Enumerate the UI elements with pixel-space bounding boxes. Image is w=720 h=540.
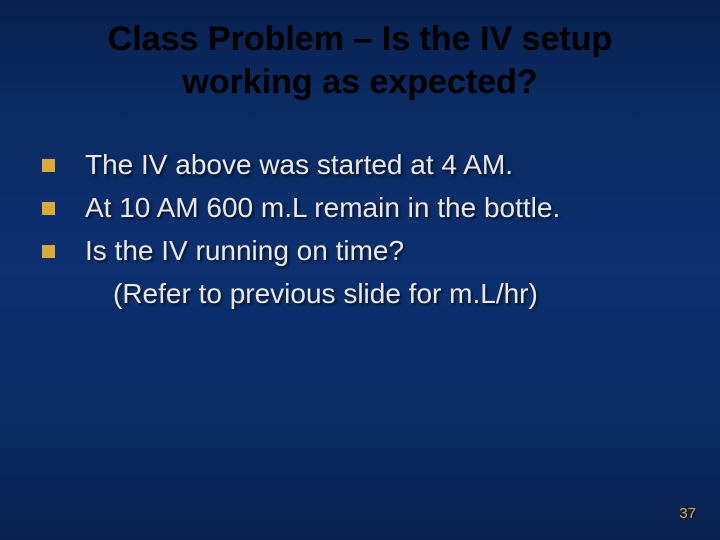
list-item: (Refer to previous slide for m.L/hr)	[36, 276, 684, 313]
bullet-text: At 10 AM 600 m.L remain in the bottle.	[55, 190, 560, 227]
list-item: At 10 AM 600 m.L remain in the bottle.	[36, 190, 684, 227]
square-bullet-icon	[42, 159, 55, 172]
bullet-text: Is the IV running on time?	[55, 233, 404, 270]
title-line-2: working as expected?	[182, 63, 537, 101]
list-item: The IV above was started at 4 AM.	[36, 147, 684, 184]
bullet-text: The IV above was started at 4 AM.	[55, 147, 513, 184]
bullet-text: (Refer to previous slide for m.L/hr)	[55, 276, 538, 313]
slide-title: Class Problem – Is the IV setup working …	[0, 0, 720, 111]
page-number: 37	[679, 505, 696, 522]
square-bullet-icon	[42, 202, 55, 215]
title-line-1: Class Problem – Is the IV setup	[108, 20, 613, 58]
list-item: Is the IV running on time?	[36, 233, 684, 270]
slide-body: The IV above was started at 4 AM. At 10 …	[0, 111, 720, 313]
square-bullet-icon	[42, 245, 55, 258]
